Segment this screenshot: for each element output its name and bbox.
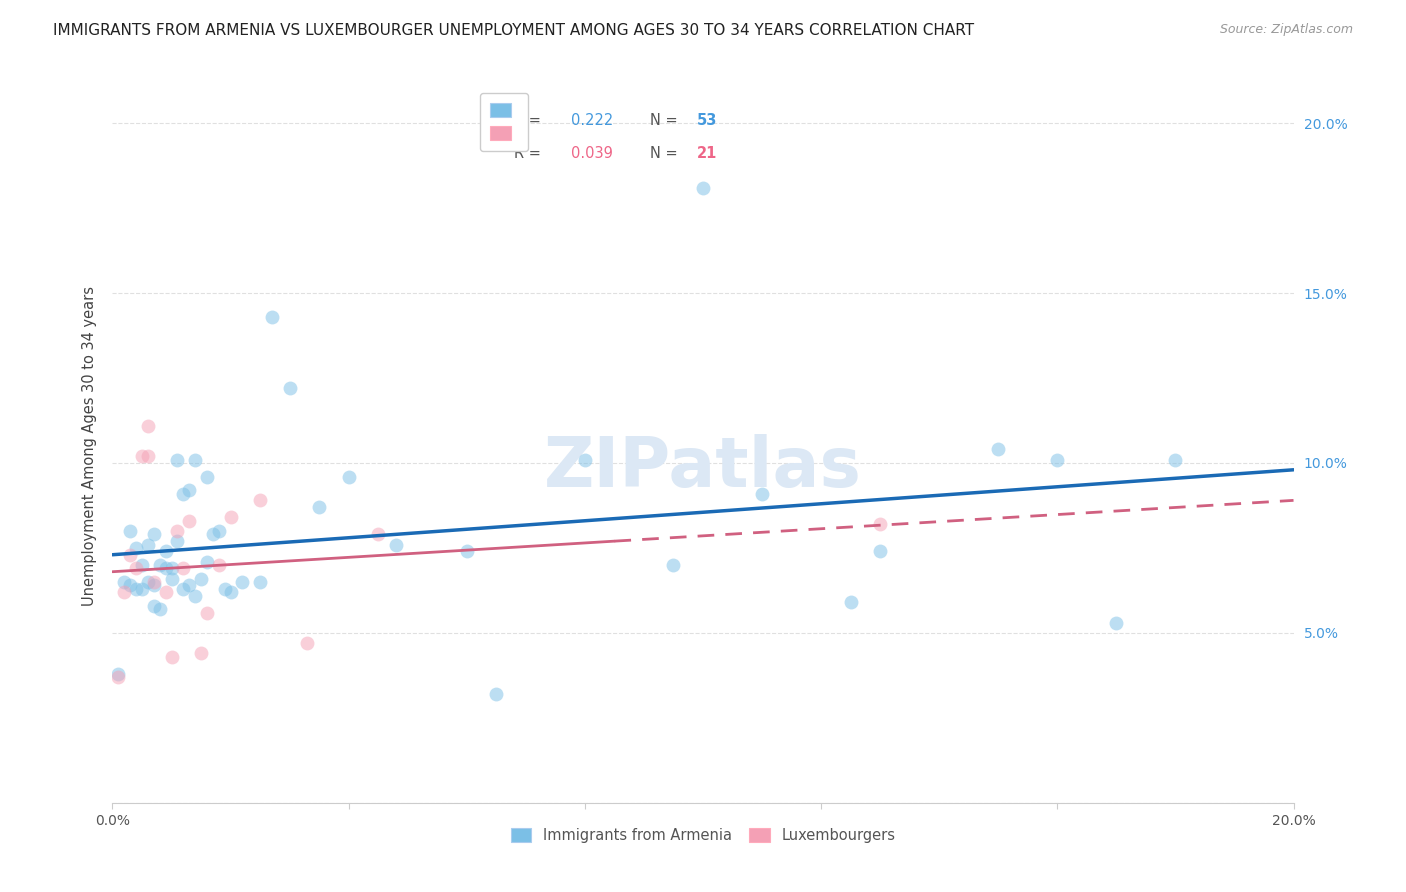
- Text: 0.222: 0.222: [571, 113, 613, 128]
- Point: [456, 544, 478, 558]
- Point: [131, 582, 153, 596]
- Point: [166, 524, 188, 538]
- Point: [297, 636, 319, 650]
- Point: [179, 483, 201, 498]
- Text: 0.039: 0.039: [571, 146, 613, 161]
- Point: [136, 418, 159, 433]
- Point: [485, 687, 508, 701]
- Point: [160, 572, 183, 586]
- Point: [120, 578, 142, 592]
- Point: [125, 541, 148, 555]
- Y-axis label: Unemployment Among Ages 30 to 34 years: Unemployment Among Ages 30 to 34 years: [82, 286, 97, 606]
- Point: [125, 561, 148, 575]
- Point: [155, 544, 177, 558]
- Point: [662, 558, 685, 572]
- Point: [184, 452, 207, 467]
- Point: [179, 514, 201, 528]
- Point: [692, 180, 714, 194]
- Text: 21: 21: [697, 146, 717, 161]
- Point: [149, 602, 172, 616]
- Point: [149, 558, 172, 572]
- Point: [184, 589, 207, 603]
- Point: [107, 670, 129, 684]
- Point: [249, 574, 271, 589]
- Text: N =: N =: [650, 146, 682, 161]
- Point: [869, 544, 891, 558]
- Point: [155, 585, 177, 599]
- Point: [201, 527, 224, 541]
- Point: [208, 558, 231, 572]
- Point: [195, 606, 218, 620]
- Point: [142, 527, 165, 541]
- Point: [142, 599, 165, 613]
- Point: [987, 442, 1010, 457]
- Point: [385, 537, 408, 551]
- Text: N =: N =: [650, 113, 682, 128]
- Point: [136, 449, 159, 463]
- Point: [278, 381, 301, 395]
- Point: [155, 561, 177, 575]
- Text: IMMIGRANTS FROM ARMENIA VS LUXEMBOURGER UNEMPLOYMENT AMONG AGES 30 TO 34 YEARS C: IMMIGRANTS FROM ARMENIA VS LUXEMBOURGER …: [53, 23, 974, 38]
- Point: [166, 452, 188, 467]
- Point: [166, 534, 188, 549]
- Point: [1105, 615, 1128, 630]
- Point: [120, 548, 142, 562]
- Point: [160, 649, 183, 664]
- Point: [172, 561, 194, 575]
- Point: [112, 585, 135, 599]
- Point: [179, 578, 201, 592]
- Point: [172, 582, 194, 596]
- Point: [112, 574, 135, 589]
- Point: [839, 595, 862, 609]
- Point: [308, 500, 330, 515]
- Point: [367, 527, 389, 541]
- Point: [219, 510, 242, 524]
- Point: [249, 493, 271, 508]
- Legend: Immigrants from Armenia, Luxembourgers: Immigrants from Armenia, Luxembourgers: [505, 822, 901, 849]
- Text: R =: R =: [515, 113, 546, 128]
- Text: R =: R =: [515, 146, 546, 161]
- Point: [214, 582, 236, 596]
- Point: [131, 449, 153, 463]
- Point: [142, 578, 165, 592]
- Point: [208, 524, 231, 538]
- Point: [120, 524, 142, 538]
- Point: [190, 572, 212, 586]
- Point: [337, 469, 360, 483]
- Text: 53: 53: [697, 113, 717, 128]
- Point: [231, 574, 253, 589]
- Point: [751, 486, 773, 500]
- Point: [869, 517, 891, 532]
- Point: [107, 666, 129, 681]
- Point: [195, 469, 218, 483]
- Point: [260, 310, 283, 324]
- Point: [190, 646, 212, 660]
- Point: [1046, 452, 1069, 467]
- Point: [142, 574, 165, 589]
- Point: [136, 537, 159, 551]
- Point: [172, 486, 194, 500]
- Point: [219, 585, 242, 599]
- Text: ZIPatlas: ZIPatlas: [544, 434, 862, 501]
- Point: [195, 555, 218, 569]
- Point: [125, 582, 148, 596]
- Point: [136, 574, 159, 589]
- Point: [1164, 452, 1187, 467]
- Point: [160, 561, 183, 575]
- Text: Source: ZipAtlas.com: Source: ZipAtlas.com: [1219, 23, 1353, 37]
- Point: [574, 452, 596, 467]
- Point: [131, 558, 153, 572]
